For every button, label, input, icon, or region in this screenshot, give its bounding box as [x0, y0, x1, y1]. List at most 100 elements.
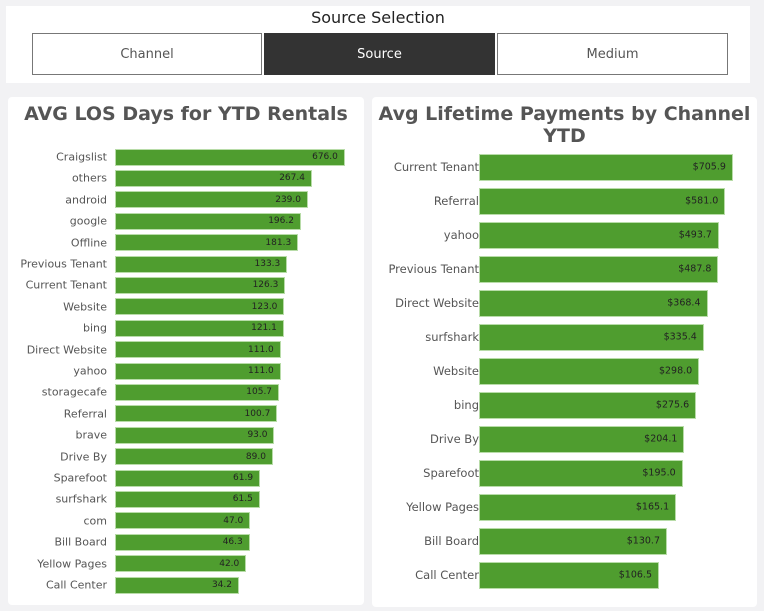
- bar-row: Website 123.0: [8, 298, 364, 316]
- bar-row: Offline 181.3: [8, 234, 364, 252]
- category-label: Yellow Pages: [37, 557, 107, 571]
- bar[interactable]: 123.0: [115, 298, 285, 316]
- bar[interactable]: 42.0: [115, 555, 247, 573]
- data-label: 111.0: [248, 366, 274, 376]
- category-label: Website: [63, 300, 107, 314]
- category-label: Referral: [433, 194, 479, 208]
- category-label: Previous Tenant: [388, 262, 479, 276]
- bar[interactable]: 126.3: [115, 276, 286, 294]
- data-label: $298.0: [658, 365, 693, 377]
- data-label: 105.7: [246, 387, 273, 398]
- bar[interactable]: 121.1: [115, 319, 284, 337]
- bar[interactable]: $581.0: [479, 187, 726, 215]
- data-label: 111.0: [248, 344, 274, 355]
- data-label: 676.0: [312, 152, 338, 162]
- bar-row: bing $275.6: [372, 391, 757, 419]
- bar[interactable]: $705.9: [479, 153, 733, 181]
- bar[interactable]: $106.5: [479, 561, 659, 589]
- bar-row: Direct Website 111.0: [8, 341, 364, 359]
- source-selection-slicer: Source Selection Channel Source Medium: [6, 6, 750, 83]
- bar[interactable]: 34.2: [115, 576, 239, 594]
- bar-row: Current Tenant 126.3: [8, 276, 364, 294]
- category-label: Current Tenant: [393, 160, 479, 174]
- bar[interactable]: 239.0: [115, 191, 308, 209]
- data-label: $368.4: [667, 297, 701, 309]
- category-label: Bill Board: [54, 535, 107, 549]
- bar-row: Referral 100.7: [8, 405, 364, 423]
- bar[interactable]: 133.3: [115, 255, 288, 273]
- category-label: Bill Board: [424, 534, 479, 548]
- data-label: $335.4: [663, 331, 697, 343]
- slicer-option-source[interactable]: Source: [264, 33, 495, 75]
- category-label: Website: [433, 364, 479, 378]
- bar-row: Drive By 89.0: [8, 448, 364, 466]
- data-label: $130.7: [626, 535, 660, 547]
- data-label: $705.9: [692, 161, 726, 173]
- bar[interactable]: $204.1: [479, 425, 685, 453]
- category-label: Drive By: [60, 450, 107, 464]
- avg-los-chart: AVG LOS Days for YTD Rentals Craigslist 6…: [8, 97, 364, 605]
- bar[interactable]: 111.0: [115, 362, 281, 380]
- bar[interactable]: $298.0: [479, 357, 700, 385]
- category-label: Offline: [70, 236, 107, 250]
- bar[interactable]: 181.3: [115, 234, 299, 252]
- bar[interactable]: 46.3: [115, 533, 250, 551]
- bar-row: bing 121.1: [8, 319, 364, 337]
- bar-row: Call Center $106.5: [372, 561, 757, 589]
- bar-row: Sparefoot 61.9: [8, 469, 364, 487]
- data-label: 47.0: [223, 515, 244, 526]
- bar[interactable]: $493.7: [479, 221, 719, 249]
- category-label: Current Tenant: [25, 278, 107, 292]
- bar[interactable]: 47.0: [115, 512, 251, 530]
- bar-row: Yellow Pages 42.0: [8, 555, 364, 573]
- category-label: storagecafe: [41, 385, 107, 399]
- slicer-option-medium[interactable]: Medium: [497, 33, 728, 75]
- data-label: $493.7: [678, 229, 712, 241]
- bar[interactable]: $335.4: [479, 323, 704, 351]
- bar[interactable]: 61.5: [115, 490, 260, 508]
- bar-row: storagecafe 105.7: [8, 383, 364, 401]
- bar-row: Yellow Pages $165.1: [372, 493, 757, 521]
- bar-row: Current Tenant $705.9: [372, 153, 757, 181]
- bar[interactable]: 93.0: [115, 426, 275, 444]
- category-label: Sparefoot: [53, 471, 107, 485]
- bar[interactable]: 196.2: [115, 212, 301, 230]
- bar[interactable]: 267.4: [115, 169, 312, 187]
- bar[interactable]: $130.7: [479, 527, 667, 555]
- bar[interactable]: $165.1: [479, 493, 677, 521]
- data-label: 89.0: [245, 451, 266, 462]
- bar[interactable]: 105.7: [115, 383, 280, 401]
- bar[interactable]: $195.0: [479, 459, 683, 487]
- data-label: 239.0: [275, 194, 301, 205]
- data-label: 267.4: [279, 173, 305, 184]
- data-label: $275.6: [655, 399, 690, 411]
- bar[interactable]: 676.0: [115, 148, 345, 166]
- bar[interactable]: 100.7: [115, 405, 278, 423]
- category-label: Referral: [63, 407, 107, 421]
- bar[interactable]: 89.0: [115, 448, 273, 466]
- bar[interactable]: $275.6: [479, 391, 697, 419]
- slicer-option-channel[interactable]: Channel: [32, 33, 262, 75]
- category-label: yahoo: [73, 364, 107, 378]
- bar-row: Call Center 34.2: [8, 576, 364, 594]
- bar[interactable]: 61.9: [115, 469, 261, 487]
- category-label: com: [83, 514, 108, 528]
- bar-row: Previous Tenant 133.3: [8, 255, 364, 273]
- category-label: surfshark: [425, 330, 479, 344]
- data-label: $195.0: [642, 467, 676, 479]
- category-label: Sparefoot: [423, 466, 479, 480]
- data-label: 181.3: [265, 237, 292, 248]
- bar[interactable]: $368.4: [479, 289, 708, 317]
- category-label: bing: [83, 321, 107, 335]
- category-label: Craigslist: [56, 150, 107, 164]
- bar[interactable]: 111.0: [115, 341, 281, 359]
- bar-row: Drive By $204.1: [372, 425, 757, 453]
- category-label: others: [71, 171, 107, 185]
- category-label: Call Center: [415, 568, 479, 582]
- data-label: 196.2: [268, 216, 294, 227]
- bar[interactable]: $487.8: [479, 255, 719, 283]
- data-label: 121.1: [251, 323, 277, 334]
- bar-row: yahoo 111.0: [8, 362, 364, 380]
- category-label: Call Center: [45, 578, 107, 592]
- bar-row: brave 93.0: [8, 426, 364, 444]
